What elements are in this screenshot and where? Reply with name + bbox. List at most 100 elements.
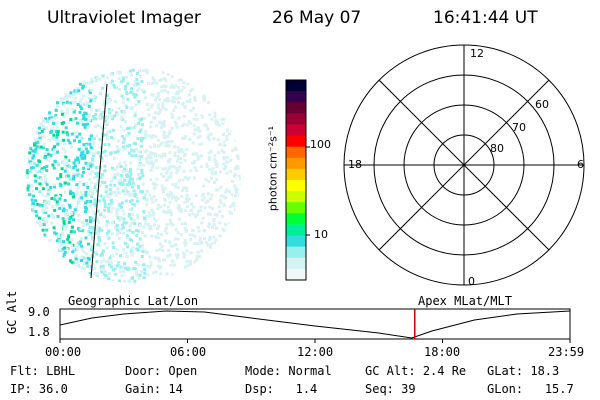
emission-pixel — [216, 138, 220, 142]
emission-pixel — [88, 177, 92, 181]
emission-pixel — [164, 211, 168, 215]
emission-pixel — [127, 212, 131, 216]
status-key: Door: — [125, 364, 162, 378]
emission-pixel — [188, 89, 192, 93]
emission-pixel — [189, 251, 193, 255]
emission-pixel — [152, 187, 156, 191]
emission-pixel — [173, 145, 177, 149]
emission-pixel — [126, 82, 130, 86]
emission-pixel — [122, 248, 126, 252]
emission-pixel — [95, 182, 99, 186]
emission-pixel — [133, 267, 137, 271]
emission-pixel — [169, 85, 173, 89]
emission-pixel — [127, 279, 131, 283]
emission-pixel — [172, 85, 176, 89]
emission-pixel — [35, 214, 39, 218]
emission-pixel — [215, 122, 218, 126]
emission-pixel — [201, 96, 205, 100]
emission-pixel — [160, 155, 163, 159]
emission-pixel — [42, 223, 46, 227]
emission-pixel — [101, 86, 105, 90]
emission-pixel — [104, 153, 108, 157]
emission-pixel — [105, 137, 109, 141]
emission-pixel — [233, 184, 237, 188]
emission-pixel — [196, 157, 200, 161]
emission-pixel — [184, 134, 187, 138]
emission-pixel — [166, 210, 170, 214]
emission-pixel — [169, 244, 173, 248]
emission-pixel — [128, 228, 132, 232]
emission-pixel — [219, 194, 223, 198]
emission-pixel — [65, 242, 69, 246]
emission-pixel — [187, 197, 191, 201]
emission-pixel — [39, 122, 43, 126]
emission-pixel — [85, 219, 89, 223]
emission-pixel — [111, 232, 114, 236]
emission-pixel — [69, 188, 72, 192]
emission-pixel — [62, 252, 66, 256]
emission-pixel — [80, 244, 84, 248]
emission-pixel — [142, 90, 146, 94]
emission-pixel — [153, 145, 157, 149]
emission-pixel — [198, 142, 202, 146]
emission-pixel — [107, 260, 111, 264]
emission-pixel — [70, 238, 74, 242]
emission-pixel — [87, 242, 90, 246]
emission-pixel — [77, 227, 80, 231]
status-value: 15.7 — [544, 382, 574, 396]
emission-pixel — [234, 194, 237, 198]
emission-pixel — [38, 132, 42, 136]
emission-pixel — [225, 135, 229, 138]
emission-pixel — [31, 149, 35, 153]
emission-pixel — [232, 204, 236, 208]
emission-pixel — [117, 106, 121, 110]
emission-pixel — [124, 251, 128, 255]
emission-pixel — [215, 226, 219, 230]
emission-pixel — [211, 167, 215, 171]
emission-pixel — [166, 91, 170, 94]
emission-pixel — [71, 250, 75, 254]
emission-pixel — [172, 109, 176, 112]
emission-pixel — [69, 91, 73, 95]
emission-pixel — [92, 117, 96, 121]
emission-pixel — [92, 218, 96, 222]
emission-pixel — [128, 178, 132, 182]
emission-pixel — [128, 194, 132, 198]
emission-pixel — [149, 125, 153, 129]
emission-pixel — [155, 166, 159, 170]
emission-pixel — [110, 79, 114, 83]
emission-pixel — [140, 230, 144, 234]
emission-pixel — [137, 99, 141, 103]
emission-pixel — [68, 141, 72, 145]
emission-pixel — [101, 150, 105, 154]
emission-pixel — [122, 128, 126, 132]
emission-pixel — [161, 71, 165, 75]
emission-pixel — [136, 229, 140, 233]
emission-pixel — [162, 106, 166, 110]
emission-pixel — [102, 110, 106, 114]
emission-pixel — [127, 191, 131, 195]
emission-pixel — [64, 93, 68, 96]
emission-pixel — [65, 223, 69, 227]
emission-pixel — [97, 236, 101, 239]
emission-pixel — [42, 142, 46, 146]
emission-pixel — [218, 170, 222, 174]
emission-pixel — [87, 257, 91, 261]
emission-pixel — [77, 219, 81, 222]
emission-pixel — [103, 164, 107, 168]
emission-pixel — [185, 148, 189, 152]
colorbar-tick-label: 10 — [314, 228, 328, 241]
emission-pixel — [158, 247, 162, 251]
emission-pixel — [123, 241, 127, 245]
emission-pixel — [95, 252, 99, 256]
emission-pixel — [138, 175, 142, 179]
emission-pixel — [136, 184, 140, 188]
emission-pixel — [161, 167, 165, 171]
emission-pixel — [33, 162, 37, 166]
emission-pixel — [121, 223, 125, 227]
emission-pixel — [110, 135, 113, 139]
emission-pixel — [181, 150, 185, 154]
emission-pixel — [205, 241, 209, 245]
emission-pixel — [207, 151, 211, 155]
